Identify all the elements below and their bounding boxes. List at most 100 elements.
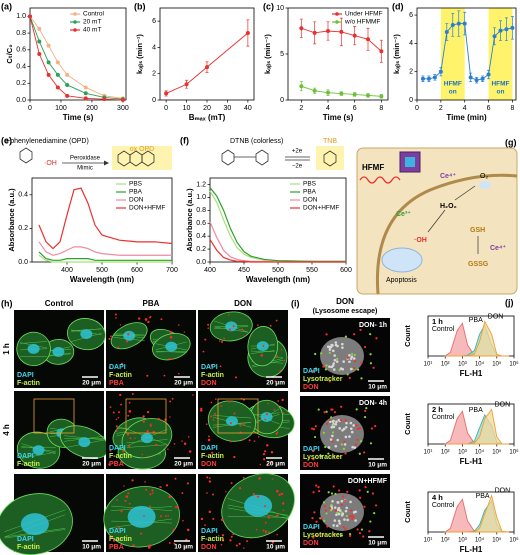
particle [242, 422, 246, 425]
particle [234, 376, 238, 379]
nucleus-spot [348, 353, 351, 357]
data-point [46, 43, 51, 48]
x-tick-label: 6 [487, 105, 491, 112]
channel-label: F-actin [109, 536, 132, 543]
nucleus-spot [349, 427, 353, 430]
nucleus-spot [331, 434, 334, 438]
particle [163, 374, 166, 377]
lysosome-dot [338, 368, 341, 372]
particle [212, 419, 215, 421]
channel-label: DON [303, 462, 319, 469]
x-tick-label: 2 [299, 105, 303, 112]
particle [244, 334, 247, 337]
x-tick-label: 10³ [458, 362, 467, 368]
x-axis-label: Wavelength (nm) [246, 275, 310, 284]
particle [229, 421, 233, 425]
molecule [255, 149, 269, 166]
nucleus-spot [341, 342, 344, 346]
particle [207, 323, 210, 326]
lysosome-dot [369, 442, 373, 445]
panel-label: (e) [1, 135, 12, 145]
particle [169, 330, 173, 334]
particle [115, 430, 118, 433]
y-tick-label: 0 [280, 97, 284, 104]
data-point [55, 60, 60, 65]
particle [353, 360, 357, 363]
particle [339, 419, 342, 422]
particle [172, 528, 175, 532]
particle [242, 438, 244, 441]
data-point [379, 49, 384, 54]
particle [146, 374, 149, 377]
data-point [486, 72, 491, 77]
particle [342, 525, 345, 529]
particle [238, 542, 241, 545]
particle [128, 410, 132, 413]
nucleus-spot [330, 343, 333, 347]
particle [270, 451, 274, 454]
particle [317, 486, 320, 489]
particle [128, 401, 131, 404]
particle [200, 517, 204, 521]
particle [360, 362, 363, 365]
particle [149, 424, 152, 427]
particle [246, 540, 249, 543]
particle [277, 545, 280, 547]
x-tick-label: 10⁴ [475, 537, 485, 544]
plot-frame [159, 7, 255, 101]
particle [326, 525, 329, 528]
data-point [102, 97, 107, 102]
lysosome-dot [369, 353, 372, 356]
scheme-text: DTNB (colorless) [230, 138, 283, 145]
particle [317, 489, 321, 493]
scheme-f: DTNB (colorless) +2e −2e TNB [221, 138, 344, 170]
x-axis-label: FL-H1 [460, 545, 483, 554]
panel-label: (h) [1, 298, 13, 308]
lysosome-dot [365, 406, 368, 410]
particle [182, 519, 184, 522]
nucleus-spot [354, 519, 357, 522]
particle [336, 455, 339, 458]
lysosome-dot [340, 443, 343, 446]
particle [320, 517, 323, 520]
nucleus [260, 411, 273, 422]
particle [332, 455, 336, 458]
particle [108, 366, 111, 369]
y-tick-label: 0.2 [16, 80, 26, 87]
plot-frame [29, 7, 127, 101]
particle [116, 499, 118, 501]
nucleus-spot [343, 518, 346, 521]
nucleus-spot [328, 365, 331, 368]
nucleus-spot [332, 362, 336, 365]
particle [374, 425, 377, 428]
particle [109, 406, 112, 409]
data-point [120, 98, 125, 102]
particle [324, 509, 328, 512]
x-tick-label: 10⁵ [492, 361, 502, 368]
x-tick-label: 10² [441, 538, 450, 544]
particle [127, 414, 130, 417]
lysosome-dot [320, 455, 323, 458]
particle [210, 415, 213, 418]
channel-label: DAPI [109, 445, 126, 452]
x-tick-label: 100 [55, 105, 67, 112]
data-point [510, 25, 515, 30]
particle [220, 405, 223, 407]
y-tick-label: 0.0 [196, 259, 206, 266]
particle [164, 515, 167, 517]
data-point [352, 33, 357, 38]
particle [354, 443, 358, 446]
x-tick-label: 4 [326, 105, 330, 112]
particle [260, 354, 264, 357]
data-point [498, 28, 503, 33]
particle [146, 410, 150, 414]
lysosome-dot [329, 509, 333, 512]
nucleus-spot [340, 499, 344, 503]
y-tick-label: 4 [152, 44, 156, 51]
y-tick-label: 10 [276, 5, 284, 12]
particle [262, 529, 265, 532]
particle [264, 505, 267, 508]
particle [315, 520, 318, 523]
nucleus-spot [333, 506, 337, 509]
